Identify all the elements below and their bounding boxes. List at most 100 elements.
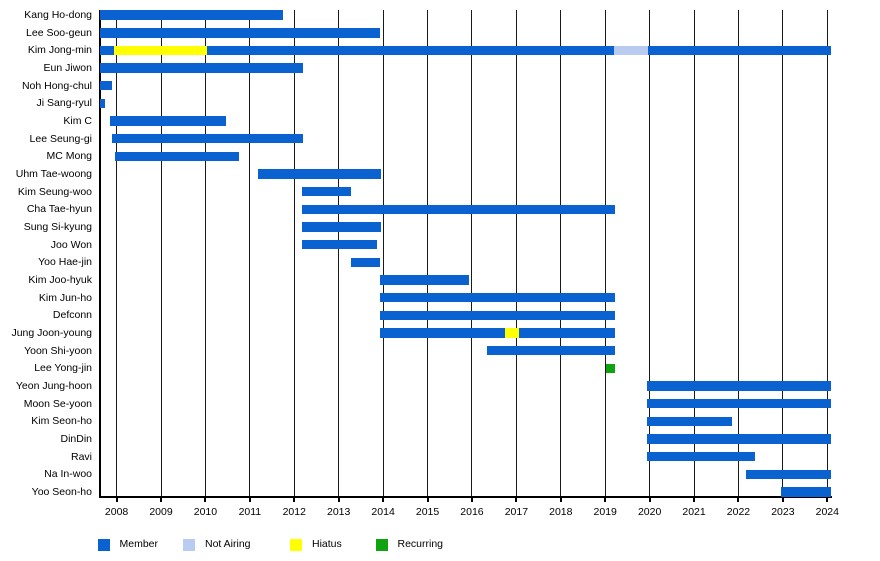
bar-segment-member <box>114 151 239 162</box>
year-gridline <box>649 9 651 496</box>
year-gridline <box>471 9 473 496</box>
row-label: Ji Sang-ryul <box>36 97 92 110</box>
bar-segment-member <box>380 328 505 338</box>
axis-tick <box>293 496 296 502</box>
bar-segment-member <box>647 416 732 427</box>
bar-segment-member <box>781 487 831 497</box>
row-label: Jung Joon-young <box>11 327 92 340</box>
bar-segment-member <box>99 63 303 73</box>
row-label: DinDin <box>60 432 92 445</box>
bar-segment-member <box>111 133 303 144</box>
bar-segment-member <box>99 10 283 20</box>
row-label: Kim Seung-woo <box>17 185 92 198</box>
legend-swatch-not_airing <box>183 538 195 551</box>
year-label: 2013 <box>327 506 351 518</box>
year-gridline <box>604 9 606 496</box>
row-label: Yoo Hae-jin <box>38 256 92 269</box>
bar-segment-member <box>379 275 470 285</box>
row-label: Lee Yong-jin <box>34 362 92 375</box>
year-label: 2018 <box>549 506 573 518</box>
legend-swatch-member <box>97 538 110 551</box>
year-label: 2009 <box>149 506 173 518</box>
row-label: Kim Jun-ho <box>38 291 92 304</box>
legend-label-not_airing: Not Airing <box>205 538 251 550</box>
row-label: MC Mong <box>46 150 92 163</box>
row-label: Yoo Seon-ho <box>31 485 92 498</box>
axis-tick <box>248 496 251 502</box>
year-label: 2014 <box>371 506 395 518</box>
row-label: Kim C <box>63 115 92 128</box>
axis-tick <box>426 496 429 502</box>
bar-segment-member <box>302 204 615 215</box>
axis-tick <box>693 496 696 502</box>
year-label: 2021 <box>682 506 706 518</box>
axis-tick <box>204 496 207 502</box>
bar-segment-member <box>302 186 352 197</box>
year-gridline <box>826 9 828 496</box>
year-gridline <box>293 9 295 496</box>
year-label: 2012 <box>282 506 306 518</box>
axis-tick <box>382 496 385 502</box>
row-label: Eun Jiwon <box>43 62 92 75</box>
chart-left-border <box>98 9 101 498</box>
year-gridline <box>560 9 562 496</box>
year-gridline <box>427 9 429 496</box>
axis-tick <box>160 496 163 502</box>
year-label: 2008 <box>104 506 129 518</box>
year-gridline <box>737 9 739 496</box>
bar-segment-member <box>302 222 381 232</box>
axis-tick <box>826 496 829 502</box>
row-label: Kim Jong-min <box>27 44 92 57</box>
row-label: Joo Won <box>50 238 92 251</box>
year-label: 2011 <box>238 506 262 518</box>
legend-label-member: Member <box>119 538 159 550</box>
year-gridline <box>160 9 162 496</box>
bar-segment-member <box>99 80 112 91</box>
row-label: Sung Si-kyung <box>23 221 92 234</box>
row-label: Lee Soo-geun <box>26 26 92 39</box>
year-gridline <box>382 9 384 496</box>
axis-tick <box>470 496 473 502</box>
year-gridline <box>116 9 118 496</box>
bar-segment-member <box>258 169 381 179</box>
bar-segment-member <box>486 345 615 356</box>
bar-segment-member <box>99 28 380 38</box>
axis-tick <box>737 496 740 502</box>
row-label: Moon Se-yoon <box>23 397 92 410</box>
year-label: 2017 <box>504 506 529 518</box>
year-label: 2010 <box>193 506 218 518</box>
bar-segment-recurring <box>606 363 616 374</box>
year-label: 2020 <box>637 506 662 518</box>
axis-tick <box>781 496 784 502</box>
x-axis-line <box>98 496 832 498</box>
axis-tick <box>515 496 518 502</box>
bar-segment-member <box>380 310 615 321</box>
axis-tick <box>115 496 118 502</box>
year-label: 2015 <box>415 506 440 518</box>
row-label: Kim Joo-hyuk <box>28 274 92 287</box>
row-label: Yoon Shi-yoon <box>24 344 92 357</box>
bar-segment-member <box>350 257 380 268</box>
row-label: Noh Hong-chul <box>21 79 92 92</box>
legend-swatch-recurring <box>375 538 388 551</box>
year-label: 2016 <box>460 506 484 518</box>
bar-segment-member <box>647 381 831 391</box>
row-label: Kang Ho-dong <box>24 9 92 22</box>
bar-segment-member <box>302 239 378 250</box>
row-label: Na In-woo <box>44 468 92 481</box>
bar-segment-member <box>647 398 831 409</box>
bar-segment-member <box>207 45 615 56</box>
year-gridline <box>515 9 517 496</box>
bar-segment-member <box>647 451 756 462</box>
row-label: Ravi <box>70 450 92 463</box>
bar-segment-not_airing <box>614 45 648 56</box>
bar-segment-member <box>746 469 831 480</box>
year-gridline <box>204 9 206 496</box>
year-label: 2022 <box>726 506 751 518</box>
year-label: 2023 <box>771 506 795 518</box>
bar-segment-hiatus <box>114 45 208 56</box>
bar-segment-member <box>647 434 831 444</box>
bar-segment-hiatus <box>504 328 520 338</box>
row-label: Lee Seung-gi <box>29 132 92 145</box>
